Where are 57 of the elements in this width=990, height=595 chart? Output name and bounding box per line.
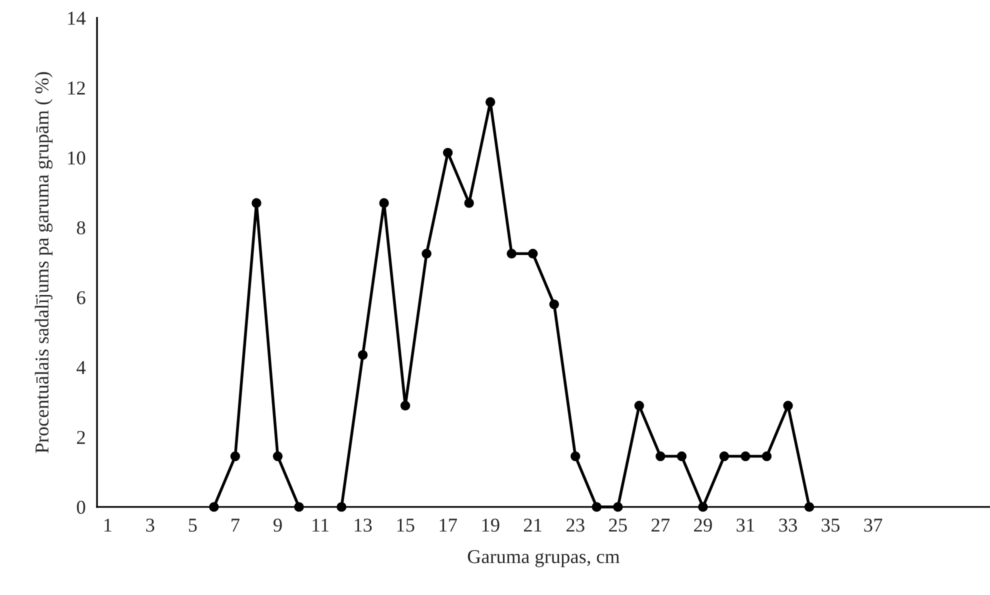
point (719, 451, 730, 462)
point (442, 148, 453, 158)
x-tick-label: 35 (822, 518, 840, 532)
point (252, 198, 262, 208)
x-tick-label: 1 (104, 518, 112, 532)
y-tick-label: 4 (76, 361, 86, 374)
x-tick-label: 11 (312, 518, 328, 532)
y-tick-label: 14 (68, 12, 86, 25)
y-tick-label: 2 (77, 430, 85, 444)
x-tick-label: 29 (694, 518, 712, 532)
y-axis-title: Procentuālais sadalījums pa garuma grupām ( %) (34, 72, 53, 453)
x-axis-title: Garuma grupas, cm (468, 550, 620, 568)
point (464, 198, 474, 208)
point (549, 299, 559, 310)
point (740, 451, 750, 462)
point (698, 502, 708, 512)
point (294, 502, 304, 512)
y-tick-label: 12 (68, 82, 85, 94)
point (613, 502, 623, 512)
point (804, 502, 814, 512)
x-tick-label: 17 (440, 518, 457, 532)
x-tick-label: 23 (566, 518, 584, 532)
point (209, 502, 219, 512)
point (676, 451, 687, 462)
point (336, 502, 346, 512)
point (272, 451, 283, 462)
x-tick-label: 37 (864, 518, 882, 532)
point (592, 502, 602, 512)
x-tick-label: 9 (274, 518, 282, 532)
x-tick-label: 25 (609, 518, 627, 532)
x-tick-label: 7 (232, 518, 240, 532)
x-tick-label: 13 (354, 518, 372, 532)
point (506, 248, 516, 259)
x-tick-label: 21 (524, 518, 542, 532)
point (783, 400, 793, 410)
point (570, 451, 580, 462)
x-tick-label: 27 (652, 518, 670, 532)
point (230, 451, 240, 462)
x-tick-label: 31 (736, 518, 754, 532)
point (528, 248, 538, 259)
y-tick-label: 8 (76, 221, 86, 234)
point (400, 400, 410, 410)
y-tick-label: 10 (68, 151, 86, 165)
point (379, 198, 389, 208)
point (485, 97, 496, 107)
point (634, 400, 644, 410)
point (762, 451, 772, 462)
x-tick-label: 33 (779, 518, 797, 532)
point (422, 248, 432, 259)
x-tick-label: 15 (397, 518, 414, 532)
point (656, 451, 666, 462)
y-tick-label: 0 (76, 500, 86, 514)
x-tick-label: 3 (146, 518, 154, 532)
x-tick-label: 19 (482, 518, 500, 532)
x-tick-label: 5 (188, 518, 197, 532)
y-tick-label: 6 (77, 291, 86, 304)
point (358, 350, 368, 360)
